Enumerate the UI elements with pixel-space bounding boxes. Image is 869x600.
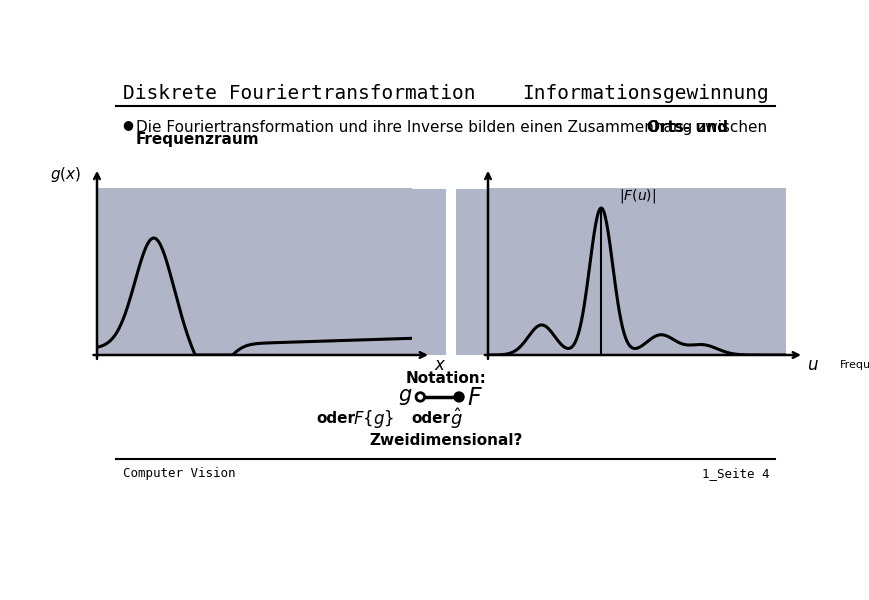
Text: $|F(u)|$: $|F(u)|$: [619, 187, 655, 205]
Text: $g$: $g$: [397, 387, 412, 407]
Text: 1_Seite 4: 1_Seite 4: [700, 467, 768, 481]
Text: Orts- und: Orts- und: [647, 120, 727, 135]
Text: Zweidimensional?: Zweidimensional?: [368, 433, 522, 448]
Text: Ortsraum: Ortsraum: [250, 196, 331, 211]
Bar: [455, 189, 772, 355]
Text: $\hat{g}$: $\hat{g}$: [449, 406, 462, 431]
Text: oder: oder: [316, 411, 355, 426]
Text: Informationsgewinnung: Informationsgewinnung: [521, 84, 768, 103]
Text: $\mathbf{\mathit{F}}$: $\mathbf{\mathit{F}}$: [466, 386, 482, 410]
Text: Die Fouriertransformation und ihre Inverse bilden einen Zusammenhang zwischen: Die Fouriertransformation und ihre Inver…: [136, 120, 771, 135]
Text: Frequenzraum (Amplitude): Frequenzraum (Amplitude): [498, 196, 728, 211]
Text: $u$: $u$: [806, 356, 818, 374]
Text: Frequenzraum: Frequenzraum: [136, 132, 259, 147]
Text: Notation:: Notation:: [405, 371, 486, 386]
Text: $x$: $x$: [434, 356, 446, 374]
Text: $g(x)$: $g(x)$: [50, 165, 81, 184]
Text: Computer Vision: Computer Vision: [123, 467, 235, 481]
Text: Diskrete Fouriertransformation: Diskrete Fouriertransformation: [123, 84, 474, 103]
Bar: [136, 189, 445, 355]
Circle shape: [454, 393, 463, 401]
Text: oder: oder: [410, 411, 449, 426]
Text: ●: ●: [123, 118, 134, 131]
Text: Frequenz: Frequenz: [839, 360, 869, 370]
Text: $F\{g\}$: $F\{g\}$: [353, 407, 394, 430]
Circle shape: [415, 393, 424, 401]
